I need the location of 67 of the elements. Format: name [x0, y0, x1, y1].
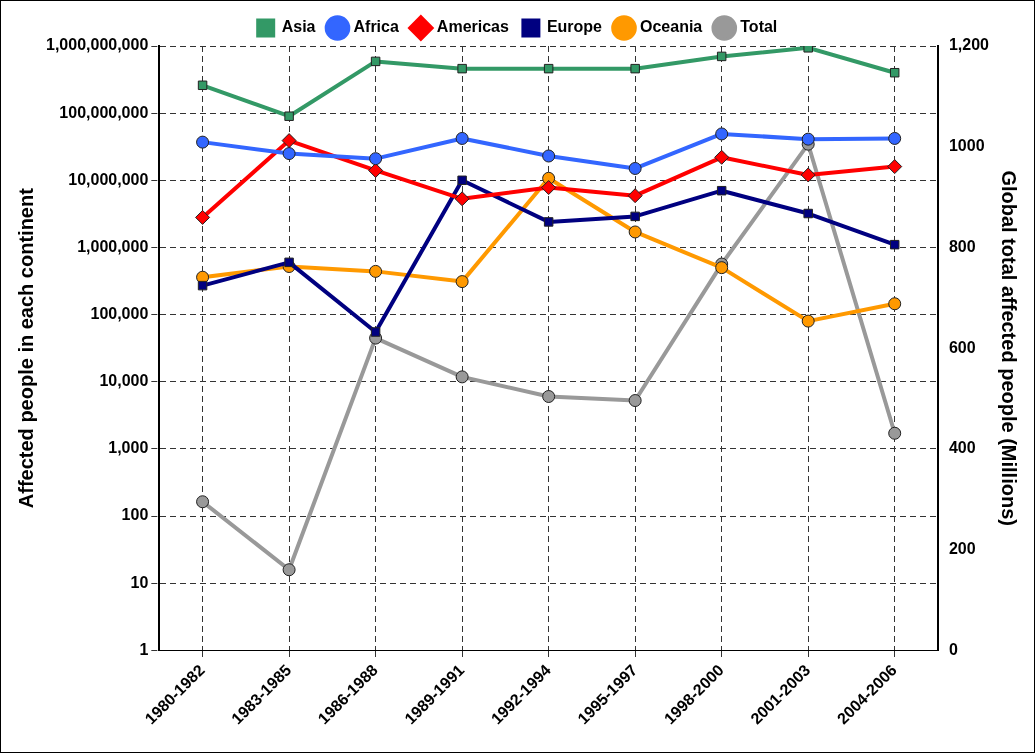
- point: [800, 167, 816, 183]
- point: [281, 133, 297, 149]
- y2-tick-label: 1,200: [948, 36, 990, 54]
- point: [889, 239, 900, 250]
- point: [284, 257, 294, 268]
- point: [888, 131, 902, 145]
- y2-tick-label: 0: [948, 640, 958, 658]
- point: [455, 131, 469, 145]
- point: [801, 314, 815, 328]
- point: [196, 135, 210, 149]
- y-tick-label: 10,000: [99, 372, 149, 390]
- point: [370, 327, 381, 337]
- point: [369, 152, 383, 166]
- y-axis-title: Affected people in each continent: [14, 187, 37, 509]
- legend-label: Total: [740, 18, 778, 36]
- point: [457, 175, 467, 186]
- y-tick-label: 100,000,000: [59, 103, 149, 121]
- legend-label: Americas: [436, 18, 509, 36]
- point: [369, 264, 383, 278]
- y-tick-label: 1,000: [108, 439, 149, 457]
- point: [803, 46, 813, 53]
- point: [714, 149, 730, 165]
- y-tick-label: 1,000,000,000: [45, 36, 149, 54]
- point: [716, 185, 727, 196]
- point: [630, 63, 640, 74]
- point: [715, 127, 729, 141]
- point: [197, 80, 208, 91]
- point: [803, 208, 813, 219]
- y2-tick-label: 1000: [948, 137, 985, 155]
- point: [801, 132, 815, 146]
- point: [284, 111, 294, 121]
- point: [543, 217, 554, 227]
- y-tick-label: 100,000: [90, 304, 149, 322]
- legend-label: Europe: [546, 18, 603, 36]
- point: [888, 297, 902, 311]
- y2-axis-title: Global total affected people (Millions): [998, 170, 1021, 526]
- y-tick-label: 1: [139, 640, 149, 658]
- point: [197, 280, 208, 291]
- y-tick-label: 10,000,000: [68, 170, 149, 188]
- y2-tick-label: 400: [948, 439, 976, 457]
- y2-tick-label: 600: [948, 338, 976, 356]
- point: [716, 51, 727, 62]
- legend-label: Africa: [353, 18, 399, 36]
- point: [543, 63, 554, 74]
- point: [457, 63, 467, 74]
- y2-tick-label: 200: [948, 540, 976, 558]
- point: [370, 56, 381, 67]
- legend-label: Asia: [281, 18, 316, 36]
- point: [455, 275, 469, 289]
- point: [454, 191, 470, 207]
- point: [195, 209, 211, 225]
- legend-label: Oceania: [640, 18, 703, 36]
- point: [627, 188, 643, 204]
- y-tick-label: 1,000,000: [77, 237, 149, 255]
- y-tick-label: 100: [121, 506, 149, 524]
- point: [282, 147, 296, 161]
- point: [541, 180, 557, 196]
- point: [542, 149, 556, 163]
- point: [715, 261, 729, 275]
- point: [887, 159, 903, 175]
- point: [630, 211, 640, 222]
- y2-tick-label: 800: [948, 237, 976, 255]
- point: [889, 67, 900, 78]
- point: [628, 225, 642, 239]
- point: [628, 161, 642, 175]
- point: [368, 162, 384, 178]
- y-tick-label: 10: [130, 573, 149, 591]
